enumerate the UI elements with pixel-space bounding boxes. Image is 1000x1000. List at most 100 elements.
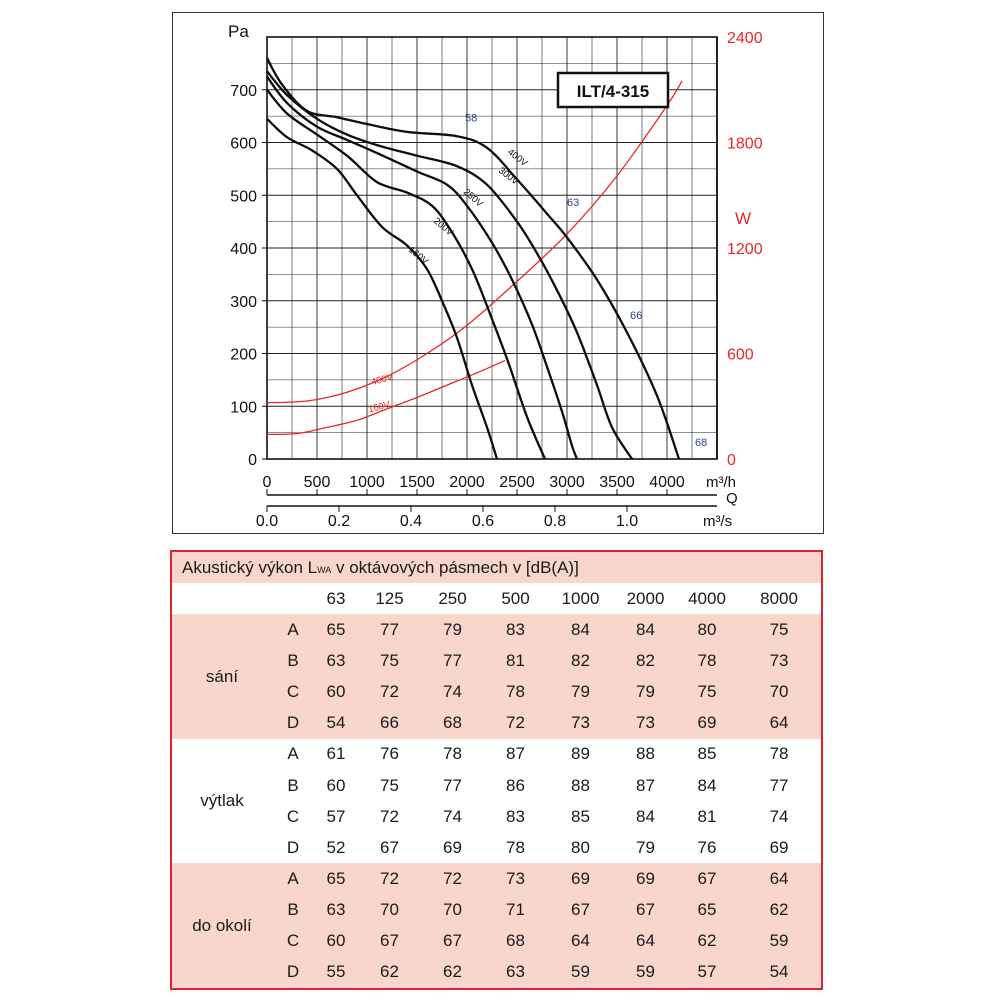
table-cell: 82 <box>547 645 614 677</box>
noise-level-label: 68 <box>695 437 707 449</box>
table-cell: 63 <box>314 894 358 926</box>
x-m3h-tick-label: 1500 <box>399 474 435 491</box>
table-cell: 72 <box>484 707 547 739</box>
y-left-tick-label: 600 <box>230 136 257 153</box>
table-cell: 79 <box>547 676 614 708</box>
table-cell: 78 <box>484 832 547 864</box>
x-m3s-unit: m³/s <box>703 513 732 530</box>
table-cell: 66 <box>358 707 421 739</box>
performance-chart: 0 100 200 300 400 500 600 700 Pa 0 600 1200 1800 2400… <box>228 22 763 530</box>
pressure-curve-200v <box>266 89 547 460</box>
table-cell: 87 <box>484 738 547 770</box>
y-right-tick-label: 600 <box>727 347 754 364</box>
table-cell: 82 <box>614 645 677 677</box>
x-m3h-tick-label: 0 <box>263 474 272 491</box>
table-cell: 79 <box>614 832 677 864</box>
table-cell: 72 <box>358 801 421 833</box>
table-cell: 75 <box>358 645 421 677</box>
pressure-curve-300v <box>266 70 633 460</box>
row-label: C <box>272 925 314 957</box>
power-series-label: 400V <box>370 372 395 388</box>
y-left-tick-label: 100 <box>230 399 257 416</box>
table-row: D 54 66 68 72 73 73 69 64 <box>172 707 822 739</box>
band-header: 125 <box>358 583 421 615</box>
chart-title-box <box>556 71 670 109</box>
table-title-suffix: v oktávových pásmech v [dB(A)] <box>331 557 579 577</box>
table-cell: 68 <box>421 707 484 739</box>
table-row: sání A 65 77 79 83 84 84 80 75 <box>172 614 822 739</box>
table-cell: 86 <box>484 769 547 802</box>
table-cell: 77 <box>421 645 484 677</box>
table-cell: 67 <box>421 925 484 957</box>
table-cell: 69 <box>421 832 484 864</box>
table-cell: 67 <box>358 832 421 864</box>
x-m3h-tick-label: 1000 <box>349 474 385 491</box>
table-cell: 81 <box>677 801 737 833</box>
table-cell: 80 <box>547 832 614 864</box>
table-cell: 62 <box>677 925 737 957</box>
x-m3h-unit: m³/h <box>706 474 736 491</box>
y-right-label: W <box>735 209 751 228</box>
x-m3h-tick-label: 3000 <box>549 474 585 491</box>
table-cell: 79 <box>421 614 484 646</box>
pressure-curve-160v <box>266 117 499 460</box>
table-cell: 72 <box>421 863 484 895</box>
group-label: sání <box>172 614 272 739</box>
table-cell: 60 <box>314 769 358 802</box>
table-cell: 72 <box>358 863 421 895</box>
pressure-series-label: 200V <box>431 215 456 238</box>
table-cell: 65 <box>314 863 358 895</box>
table-cell: 88 <box>547 769 614 802</box>
table-cell: 76 <box>677 832 737 864</box>
row-label: C <box>272 676 314 708</box>
y-right-tick-label: 1800 <box>727 136 763 153</box>
x-axis-label: Q <box>726 490 738 507</box>
row-label: D <box>272 707 314 739</box>
table-row: B 63 75 77 81 82 82 78 73 <box>172 645 822 677</box>
table-cell: 64 <box>737 707 822 739</box>
table-cell: 57 <box>677 956 737 988</box>
table-cell: 78 <box>484 676 547 708</box>
x-m3h-tick-label: 3500 <box>599 474 635 491</box>
row-label: A <box>272 863 314 895</box>
table-row: B 60 75 77 86 88 87 84 77 <box>172 769 822 802</box>
y-left-tick-label: 400 <box>230 241 257 258</box>
table-cell: 62 <box>358 956 421 988</box>
table-cell: 65 <box>314 614 358 646</box>
table-cell: 89 <box>547 738 614 770</box>
table-cell: 73 <box>614 707 677 739</box>
band-header: 63 <box>314 583 358 615</box>
table-cell: 52 <box>314 832 358 864</box>
table-cell: 84 <box>547 614 614 646</box>
table-cell: 77 <box>737 769 822 802</box>
table-cell: 83 <box>484 614 547 646</box>
table-cell: 62 <box>421 956 484 988</box>
table-cell: 69 <box>614 863 677 895</box>
table-cell: 60 <box>314 676 358 708</box>
table-cell: 70 <box>737 676 822 708</box>
chart-title: ILT/4-315 <box>577 82 649 101</box>
group-label: výtlak <box>172 738 272 864</box>
pressure-series-label: 250V <box>461 187 485 210</box>
y-right-tick-label: 2400 <box>727 30 763 47</box>
y-left-tick-label: 200 <box>230 347 257 364</box>
table-cell: 85 <box>677 738 737 770</box>
pressure-curve-250v <box>266 75 579 460</box>
power-curve-400v <box>266 80 683 404</box>
table-row: C 60 67 67 68 64 64 62 59 <box>172 925 822 957</box>
table-cell: 76 <box>358 738 421 770</box>
table-cell: 70 <box>421 894 484 926</box>
table-cell: 54 <box>314 707 358 739</box>
table-cell: 77 <box>421 769 484 802</box>
row-label: D <box>272 956 314 988</box>
band-header: 8000 <box>737 583 822 615</box>
x-m3h-tick-label: 500 <box>304 474 331 491</box>
band-header: 250 <box>421 583 484 615</box>
table-row: do okolí A 65 72 72 73 69 69 67 64 <box>172 863 822 988</box>
table-title-row: Akustický výkon LWA v oktávových pásmech… <box>172 552 822 584</box>
table-cell: 74 <box>737 801 822 833</box>
table-cell: 73 <box>484 863 547 895</box>
table-cell: 59 <box>547 956 614 988</box>
power-series-label: 160V <box>367 399 392 415</box>
table-row: B 63 70 70 71 67 67 65 62 <box>172 894 822 926</box>
